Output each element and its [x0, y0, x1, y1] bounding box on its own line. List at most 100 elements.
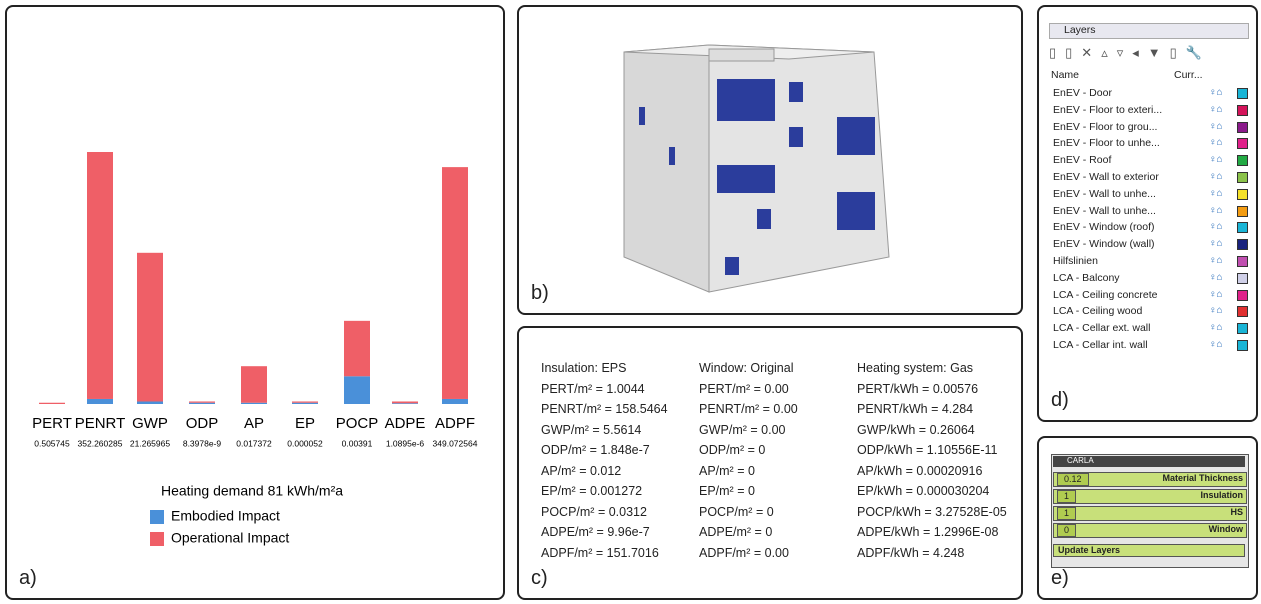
- layer-color: [1237, 340, 1248, 351]
- layer-row[interactable]: LCA - Balcony ♀⌂: [1051, 271, 1251, 287]
- panel-label: e): [1051, 567, 1069, 590]
- layer-color: [1237, 323, 1248, 334]
- layer-icons: ♀⌂: [1209, 154, 1223, 165]
- x-tick-label: ODP: [186, 415, 219, 432]
- layer-row[interactable]: EnEV - Wall to unhe...♀⌂: [1051, 204, 1251, 220]
- layer-row[interactable]: EnEV - Floor to grou... ♀⌂: [1051, 120, 1251, 136]
- value-line: ADPE/kWh = 1.2996E-08: [857, 522, 1007, 543]
- slider-value: 1: [1057, 490, 1076, 503]
- bar-segment: [442, 399, 468, 404]
- panel-label: c): [531, 567, 548, 590]
- value-line: PERT/m² = 1.0044: [541, 379, 668, 400]
- panel-label: a): [19, 567, 37, 590]
- layer-name: EnEV - Floor to unhe...: [1053, 137, 1160, 149]
- layer-icons: ♀⌂: [1209, 188, 1223, 199]
- layer-icons: ♀⌂: [1209, 87, 1223, 98]
- legend-swatch: [150, 510, 164, 524]
- layer-icons: ♀⌂: [1209, 272, 1223, 283]
- layer-icons: ♀⌂: [1209, 121, 1223, 132]
- layer-row[interactable]: EnEV - Door♀⌂: [1051, 86, 1251, 102]
- legend-label: Operational Impact: [171, 530, 289, 546]
- value-line: AP/m² = 0: [699, 461, 798, 482]
- layer-name: EnEV - Floor to grou...: [1053, 121, 1157, 133]
- layer-row[interactable]: EnEV - Wall to exterior ♀⌂: [1051, 170, 1251, 186]
- window: [789, 127, 803, 147]
- value-line: POCP/m² = 0: [699, 502, 798, 523]
- layer-name: EnEV - Wall to unhe...: [1053, 205, 1156, 217]
- update-button[interactable]: Update Layers: [1053, 544, 1245, 557]
- x-tick-label: EP: [295, 415, 315, 432]
- layer-name: EnEV - Roof: [1053, 154, 1111, 166]
- value-line: EP/kWh = 0.000030204: [857, 481, 1007, 502]
- layer-row[interactable]: EnEV - Window (roof)♀⌂: [1051, 220, 1251, 236]
- window: [757, 209, 771, 229]
- column-header: Curr...: [1174, 69, 1203, 81]
- layer-icons: ♀⌂: [1209, 171, 1223, 182]
- layer-row[interactable]: Hilfslinien♀⌂: [1051, 254, 1251, 270]
- layer-icons: ♀⌂: [1209, 238, 1223, 249]
- layer-row[interactable]: EnEV - Wall to unhe...♀⌂: [1051, 187, 1251, 203]
- x-tick-label: GWP: [132, 415, 168, 432]
- bar-segment: [241, 403, 267, 404]
- x-tick-label: PENRT: [75, 415, 126, 432]
- layer-color: [1237, 239, 1248, 250]
- slider-value: 0: [1057, 524, 1076, 537]
- layer-color: [1237, 273, 1248, 284]
- building-render: [519, 7, 1021, 313]
- x-sublabel: 8.3978e-9: [183, 438, 222, 448]
- layer-row[interactable]: LCA - Cellar int. wall♀⌂: [1051, 338, 1251, 354]
- layer-color: [1237, 290, 1248, 301]
- x-tick-label: PERT: [32, 415, 72, 432]
- layer-color: [1237, 105, 1248, 116]
- panel-d: Layers ▯▯✕▵▿◂▼▯🔧 Name Curr... EnEV - Doo…: [1037, 5, 1258, 422]
- layer-name: LCA - Ceiling wood: [1053, 305, 1142, 317]
- bar-segment: [87, 399, 113, 404]
- window: [725, 257, 739, 275]
- value-line: PERT/kWh = 0.00576: [857, 379, 1007, 400]
- layer-icons: ♀⌂: [1209, 221, 1223, 232]
- bar-segment: [137, 253, 163, 402]
- layer-row[interactable]: LCA - Ceiling wood ♀⌂: [1051, 304, 1251, 320]
- column-heading: Heating system: Gas: [857, 358, 1007, 379]
- layer-row[interactable]: EnEV - Floor to exteri... ♀⌂: [1051, 103, 1251, 119]
- layer-color: [1237, 155, 1248, 166]
- layer-name: LCA - Balcony: [1053, 272, 1120, 284]
- value-line: AP/kWh = 0.00020916: [857, 461, 1007, 482]
- legend-swatch: [150, 532, 164, 546]
- layers-tab[interactable]: Layers: [1049, 23, 1249, 39]
- legend-title: Heating demand 81 kWh/m²a: [161, 483, 343, 499]
- bar-segment: [344, 376, 370, 404]
- x-tick-label: ADPF: [435, 415, 475, 432]
- layer-row[interactable]: LCA - Ceiling concrete♀⌂: [1051, 288, 1251, 304]
- bar-segment: [137, 401, 163, 404]
- layer-name: EnEV - Floor to exteri...: [1053, 104, 1162, 116]
- layer-icons: ♀⌂: [1209, 104, 1223, 115]
- layer-icons: ♀⌂: [1209, 305, 1223, 316]
- layer-row[interactable]: EnEV - Roof ♀⌂: [1051, 153, 1251, 169]
- layer-color: [1237, 172, 1248, 183]
- layer-row[interactable]: EnEV - Window (wall)♀⌂: [1051, 237, 1251, 253]
- value-line: PENRT/m² = 0.00: [699, 399, 798, 420]
- layer-row[interactable]: EnEV - Floor to unhe...♀⌂: [1051, 136, 1251, 152]
- layer-name: LCA - Cellar int. wall: [1053, 339, 1148, 351]
- layer-row[interactable]: LCA - Cellar ext. wall♀⌂: [1051, 321, 1251, 337]
- x-sublabel: 0.000052: [287, 438, 323, 448]
- layer-name: EnEV - Wall to exterior: [1053, 171, 1159, 183]
- value-line: EP/m² = 0: [699, 481, 798, 502]
- slider-value: 1: [1057, 507, 1076, 520]
- value-line: GWP/m² = 5.5614: [541, 420, 668, 441]
- value-line: ADPF/m² = 151.7016: [541, 543, 668, 564]
- value-line: ODP/m² = 0: [699, 440, 798, 461]
- layer-color: [1237, 189, 1248, 200]
- toolbar[interactable]: ▯▯✕▵▿◂▼▯🔧: [1049, 45, 1249, 61]
- panel-label: d): [1051, 389, 1069, 412]
- layer-color: [1237, 222, 1248, 233]
